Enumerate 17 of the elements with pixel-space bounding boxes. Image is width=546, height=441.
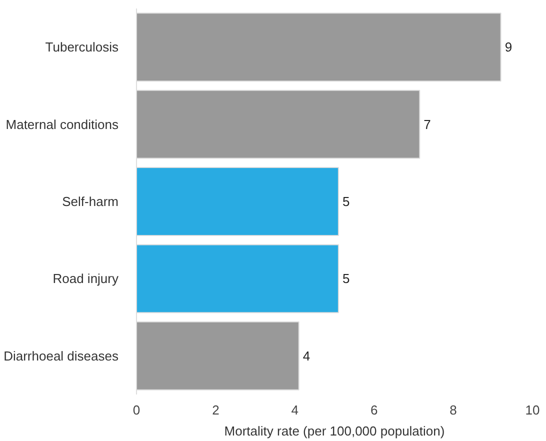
data-label: 5 [342,194,350,209]
y-tick-label: Self-harm [62,194,119,209]
x-tick-label: 0 [132,402,140,418]
data-label: 5 [342,271,350,286]
y-tick-label: Tuberculosis [45,40,119,55]
y-tick-label: Road injury [52,271,119,286]
x-tick-label: 2 [212,402,220,418]
data-label: 4 [302,348,310,364]
y-tick-label: Diarrhoeal diseases [4,348,119,364]
y-tick-label: Maternal conditions [6,116,119,132]
x-tick-label: 8 [450,402,457,418]
x-tick-label: 6 [370,402,378,418]
x-tick-label: 4 [291,402,299,418]
x-axis-title: Mortality rate (per 100,000 population) [224,424,445,438]
x-tick-label: 10 [525,402,540,418]
data-label: 9 [504,40,512,55]
data-label: 7 [424,116,431,132]
